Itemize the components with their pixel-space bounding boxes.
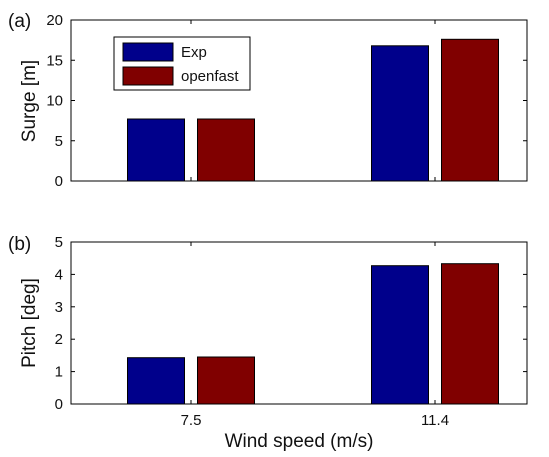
pitch-bar-openfast-7-5 xyxy=(197,356,255,405)
pitch-y-tick-label: 0 xyxy=(55,396,63,413)
pitch-bar-exp-11-4 xyxy=(371,265,429,405)
panel-a-label: (a) xyxy=(8,11,31,32)
surge-y-ticks: 0 5 10 15 20 xyxy=(46,12,527,190)
legend-label-exp: Exp xyxy=(181,44,207,61)
surge-y-tick-label: 15 xyxy=(46,52,63,69)
pitch-panel: (b) Pitch [deg] 0 1 2 3 4 5 7.5 11.4 Wind spee… xyxy=(8,234,528,452)
surge-y-tick-label: 5 xyxy=(55,133,63,150)
legend-label-openfast: openfast xyxy=(181,68,239,85)
surge-y-tick-label: 0 xyxy=(55,173,63,190)
surge-bars xyxy=(127,38,499,182)
legend-swatch-openfast xyxy=(122,66,174,86)
pitch-bars xyxy=(127,263,499,405)
surge-y-tick-label: 20 xyxy=(46,12,63,29)
x-axis-label: Wind speed (m/s) xyxy=(225,431,374,452)
pitch-y-axis-label: Pitch [deg] xyxy=(19,278,40,368)
pitch-y-tick-label: 1 xyxy=(55,364,63,381)
pitch-x-tick-label: 7.5 xyxy=(181,412,202,429)
pitch-bar-openfast-11-4 xyxy=(441,263,499,405)
surge-bar-exp-7-5 xyxy=(127,118,185,182)
surge-bar-openfast-7-5 xyxy=(197,118,255,182)
pitch-x-ticks: 7.5 11.4 xyxy=(181,242,449,429)
surge-y-axis-label: Surge [m] xyxy=(19,60,40,142)
surge-bar-exp-11-4 xyxy=(371,45,429,182)
pitch-y-tick-label: 5 xyxy=(55,234,63,251)
surge-x-ticks xyxy=(190,20,436,181)
pitch-y-tick-label: 3 xyxy=(55,299,63,316)
panel-b-label: (b) xyxy=(8,234,31,255)
pitch-y-ticks: 0 1 2 3 4 5 xyxy=(55,234,527,413)
pitch-x-tick-label: 11.4 xyxy=(421,412,449,429)
surge-panel: (a) Surge [m] 0 5 10 15 20 Exp openfast xyxy=(8,11,528,190)
pitch-y-tick-label: 4 xyxy=(55,266,63,283)
surge-y-tick-label: 10 xyxy=(46,93,63,110)
legend-swatch-exp xyxy=(122,42,174,62)
pitch-bar-exp-7-5 xyxy=(127,357,185,405)
pitch-y-tick-label: 2 xyxy=(55,331,63,348)
legend: Exp openfast xyxy=(113,36,251,91)
surge-bar-openfast-11-4 xyxy=(441,38,499,182)
